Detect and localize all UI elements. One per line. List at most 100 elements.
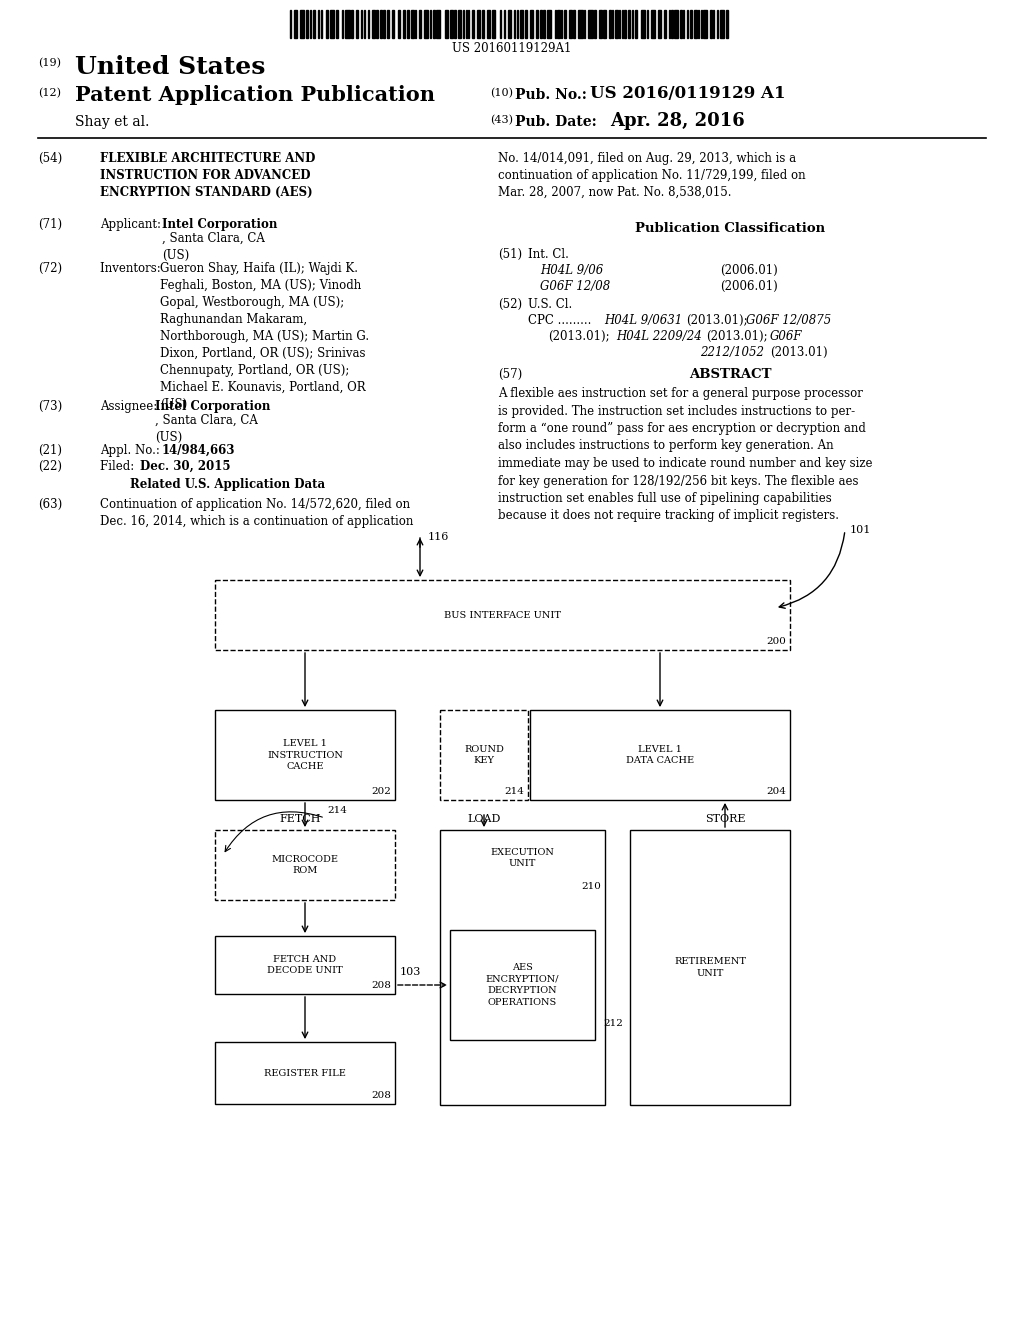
Text: United States: United States (75, 55, 265, 79)
FancyBboxPatch shape (215, 830, 395, 900)
Bar (290, 11, 291, 38)
Bar (672, 11, 673, 38)
Bar (412, 11, 414, 38)
Text: No. 14/014,091, filed on Aug. 29, 2013, which is a
continuation of application N: No. 14/014,091, filed on Aug. 29, 2013, … (498, 152, 806, 199)
FancyBboxPatch shape (440, 830, 605, 1105)
Text: (19): (19) (38, 58, 61, 69)
Bar (455, 11, 456, 38)
Text: LOAD: LOAD (467, 814, 501, 824)
Text: Inventors:: Inventors: (100, 261, 165, 275)
Bar (463, 11, 464, 38)
Bar (614, 11, 617, 38)
Text: Appl. No.:: Appl. No.: (100, 444, 164, 457)
Bar (306, 11, 308, 38)
Text: STORE: STORE (705, 814, 745, 824)
Text: G06F: G06F (770, 330, 803, 343)
Text: Gueron Shay, Haifa (IL); Wajdi K.
Feghali, Boston, MA (US); Vinodh
Gopal, Westbo: Gueron Shay, Haifa (IL); Wajdi K. Feghal… (160, 261, 369, 411)
Text: , Santa Clara, CA
(US): , Santa Clara, CA (US) (155, 414, 258, 444)
Bar (356, 11, 358, 38)
Text: , Santa Clara, CA
(US): , Santa Clara, CA (US) (162, 232, 265, 261)
Text: Filed:: Filed: (100, 459, 153, 473)
Bar (555, 11, 556, 38)
Text: H04L 9/0631: H04L 9/0631 (604, 314, 682, 327)
Bar (392, 11, 394, 38)
Text: 212: 212 (603, 1019, 623, 1028)
Text: (43): (43) (490, 115, 513, 125)
Bar (628, 11, 630, 38)
Text: (12): (12) (38, 88, 61, 98)
Bar (327, 11, 328, 38)
Text: G06F 12/08: G06F 12/08 (540, 280, 610, 293)
Bar (514, 11, 515, 38)
Text: BUS INTERFACE UNIT: BUS INTERFACE UNIT (444, 610, 561, 619)
Bar (436, 11, 440, 38)
Text: ROUND
KEY: ROUND KEY (464, 744, 504, 766)
Text: RETIREMENT
UNIT: RETIREMENT UNIT (674, 957, 746, 978)
Bar (360, 11, 361, 38)
Text: 210: 210 (582, 882, 601, 891)
Bar (472, 11, 474, 38)
Text: Continuation of application No. 14/572,620, filed on
Dec. 16, 2014, which is a c: Continuation of application No. 14/572,6… (100, 498, 414, 528)
Text: (2013.01);: (2013.01); (706, 330, 768, 343)
Text: H04L 2209/24: H04L 2209/24 (616, 330, 701, 343)
Bar (543, 11, 546, 38)
FancyBboxPatch shape (440, 710, 528, 800)
Bar (345, 11, 350, 38)
Text: (22): (22) (38, 459, 62, 473)
Bar (321, 11, 323, 38)
Text: A flexible aes instruction set for a general purpose processor
is provided. The : A flexible aes instruction set for a gen… (498, 387, 872, 523)
Text: EXECUTION
UNIT: EXECUTION UNIT (490, 847, 554, 869)
Text: FETCH AND
DECODE UNIT: FETCH AND DECODE UNIT (267, 954, 343, 975)
Text: Applicant:: Applicant: (100, 218, 165, 231)
Bar (482, 11, 484, 38)
Text: 204: 204 (766, 787, 786, 796)
FancyBboxPatch shape (450, 931, 595, 1040)
Bar (584, 11, 585, 38)
Text: 101: 101 (850, 525, 871, 535)
Text: Related U.S. Application Data: Related U.S. Application Data (130, 478, 326, 491)
Text: (2006.01): (2006.01) (720, 280, 778, 293)
Bar (588, 11, 593, 38)
Text: (71): (71) (38, 218, 62, 231)
Bar (294, 11, 297, 38)
Bar (372, 11, 375, 38)
Bar (603, 11, 605, 38)
Text: Patent Application Publication: Patent Application Publication (75, 84, 435, 106)
Bar (336, 11, 338, 38)
Text: AES
ENCRYPTION/
DECRYPTION
OPERATIONS: AES ENCRYPTION/ DECRYPTION OPERATIONS (485, 964, 559, 1007)
Bar (657, 11, 660, 38)
Text: (54): (54) (38, 152, 62, 165)
Bar (720, 11, 724, 38)
Bar (508, 11, 511, 38)
Text: US 20160119129A1: US 20160119129A1 (453, 42, 571, 55)
Bar (520, 11, 523, 38)
Bar (487, 11, 490, 38)
FancyBboxPatch shape (215, 710, 395, 800)
Text: Pub. No.:: Pub. No.: (515, 88, 587, 102)
Text: (72): (72) (38, 261, 62, 275)
Bar (693, 11, 696, 38)
Bar (342, 11, 343, 38)
Text: Intel Corporation: Intel Corporation (155, 400, 270, 413)
Bar (415, 11, 416, 38)
Bar (641, 11, 645, 38)
Text: 116: 116 (428, 532, 450, 543)
Bar (387, 11, 389, 38)
Bar (726, 11, 728, 38)
Bar (493, 11, 496, 38)
Text: MICROCODE
ROM: MICROCODE ROM (271, 855, 339, 875)
Bar (557, 11, 560, 38)
Text: (2013.01): (2013.01) (770, 346, 827, 359)
Bar (568, 11, 571, 38)
Bar (351, 11, 353, 38)
Text: 208: 208 (371, 981, 391, 990)
Bar (517, 11, 518, 38)
Bar (530, 11, 534, 38)
Text: 14/984,663: 14/984,663 (162, 444, 236, 457)
Bar (622, 11, 623, 38)
Bar (573, 11, 575, 38)
Text: 202: 202 (371, 787, 391, 796)
Bar (432, 11, 435, 38)
Bar (690, 11, 692, 38)
Text: (2013.01);: (2013.01); (548, 330, 609, 343)
